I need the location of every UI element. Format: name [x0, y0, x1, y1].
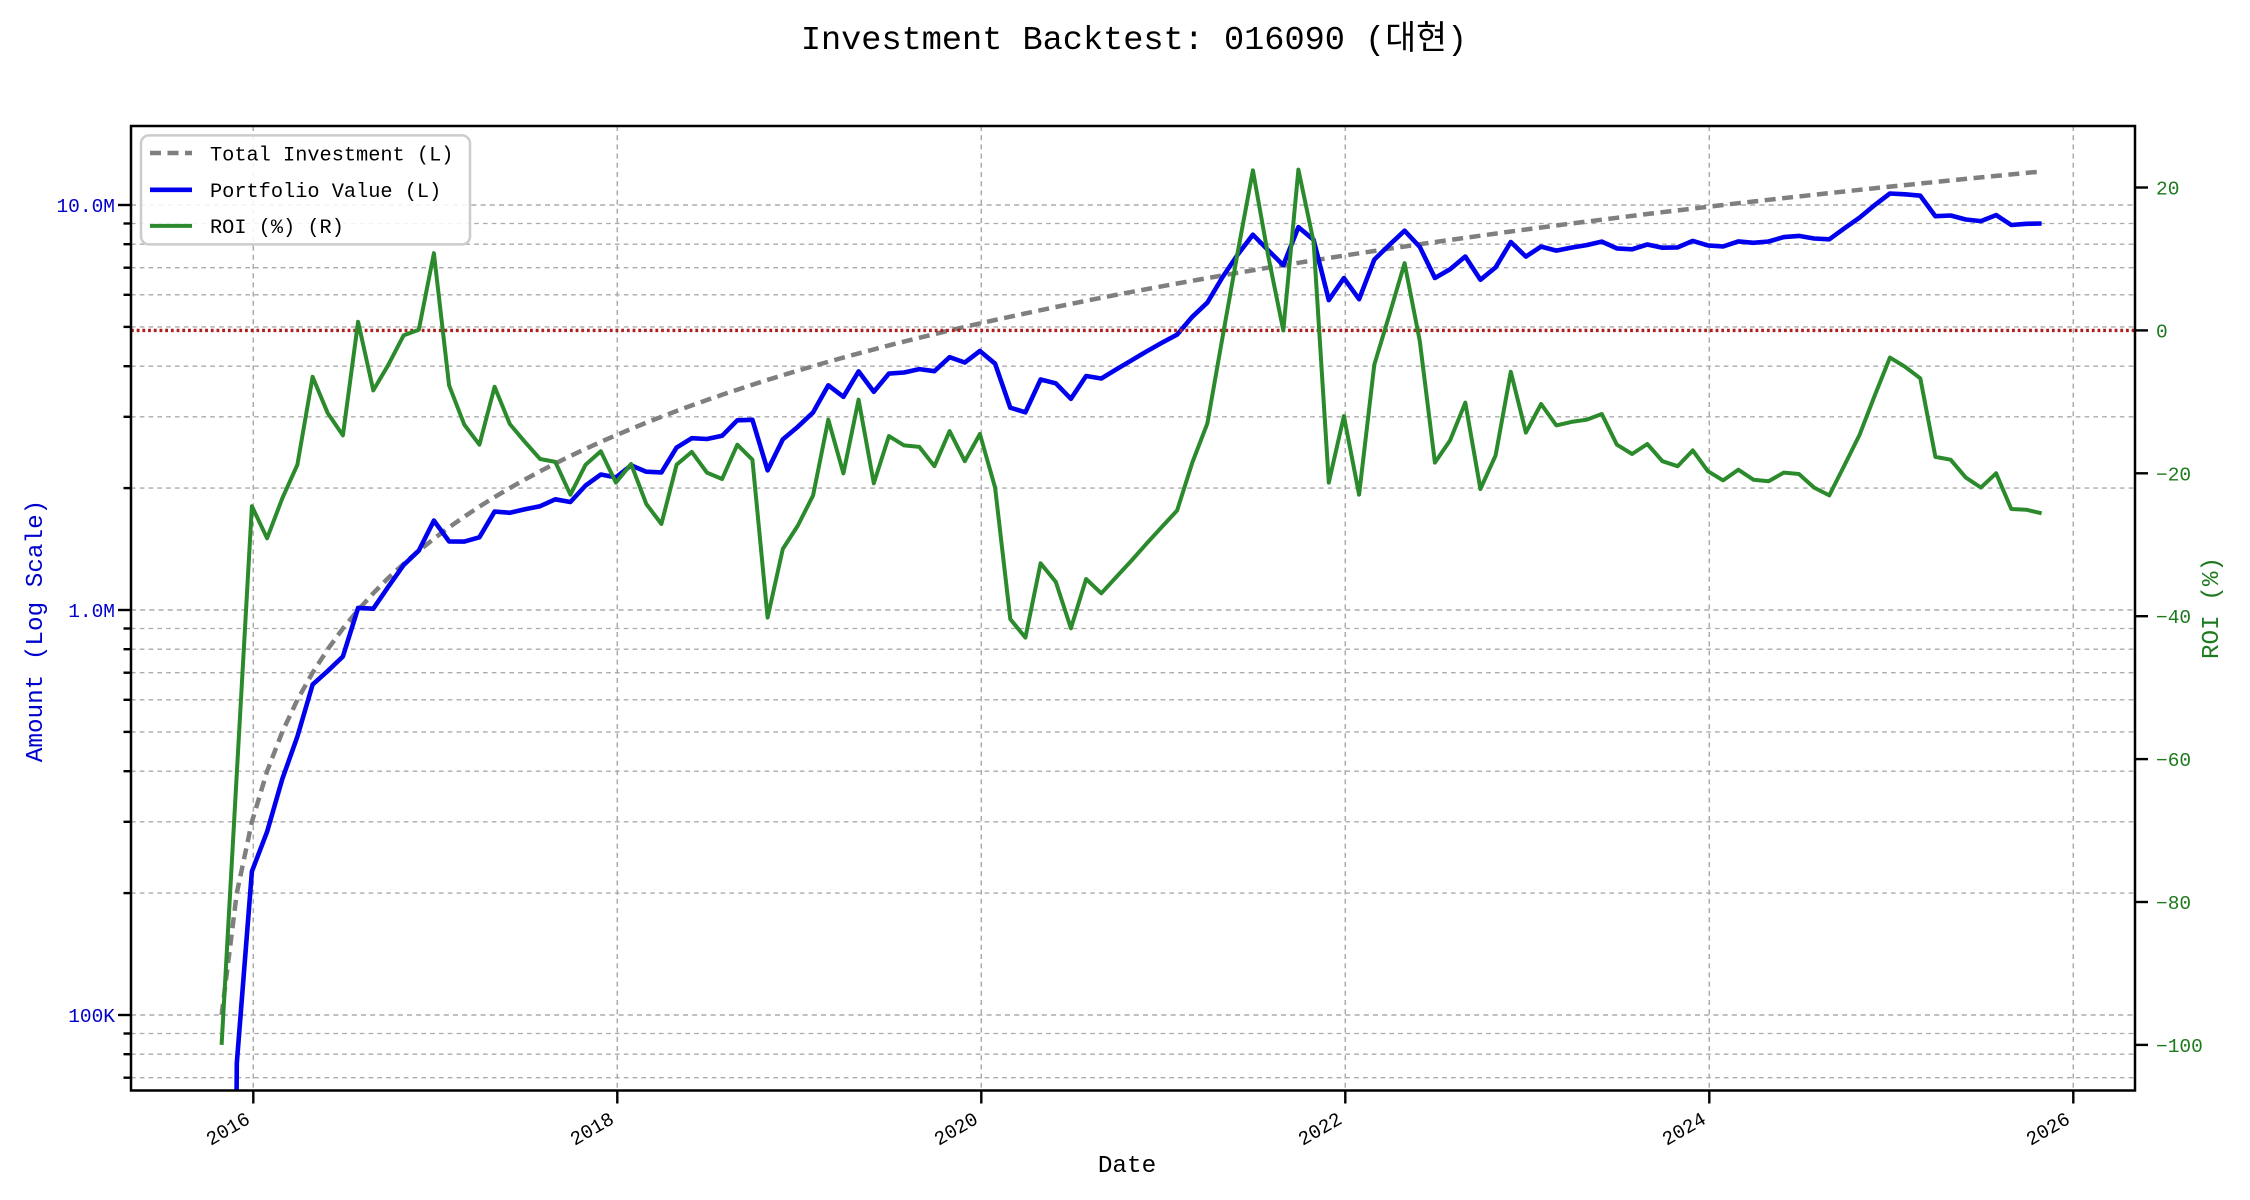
svg-text:−100: −100 [2156, 1036, 2203, 1058]
svg-text:ROI (%): ROI (%) [2199, 557, 2226, 659]
svg-text:−60: −60 [2156, 750, 2191, 772]
svg-text:Total Investment (L): Total Investment (L) [210, 144, 453, 167]
svg-text:10.0M: 10.0M [56, 196, 115, 218]
svg-text:0: 0 [2156, 321, 2168, 343]
svg-text:−40: −40 [2156, 607, 2191, 629]
svg-text:Date: Date [1098, 1153, 1156, 1180]
svg-text:20: 20 [2156, 179, 2179, 201]
svg-text:ROI (%) (R): ROI (%) (R) [210, 217, 344, 240]
svg-text:Amount (Log Scale): Amount (Log Scale) [23, 500, 50, 762]
svg-text:Portfolio Value (L): Portfolio Value (L) [210, 181, 441, 204]
svg-text:1.0M: 1.0M [68, 601, 115, 623]
svg-text:−20: −20 [2156, 464, 2191, 486]
svg-text:−80: −80 [2156, 893, 2191, 915]
svg-text:100K: 100K [68, 1006, 115, 1028]
svg-text:Investment Backtest: 016090 (대: Investment Backtest: 016090 (대현) [801, 20, 1467, 60]
